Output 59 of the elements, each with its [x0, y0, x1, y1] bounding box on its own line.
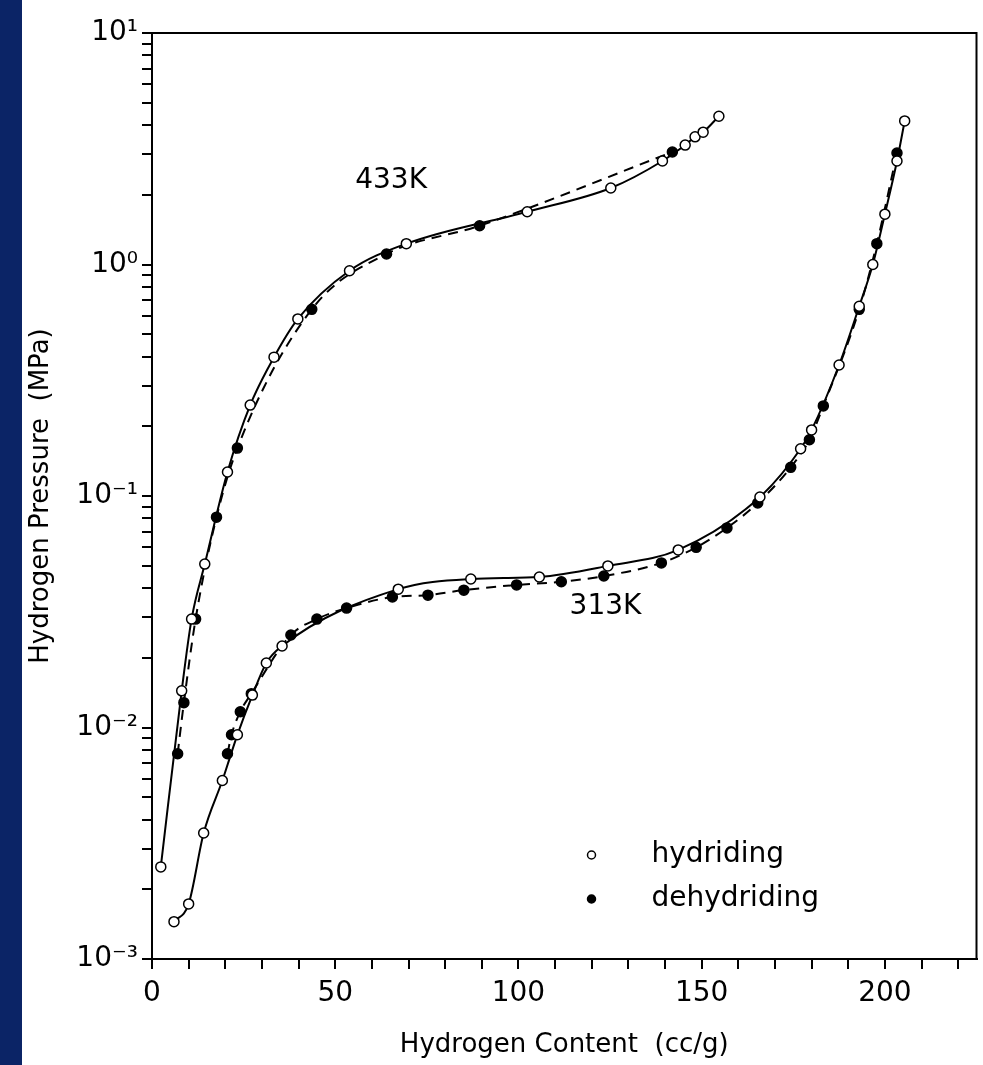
point [697, 126, 709, 138]
point [199, 558, 211, 570]
y-axis-title: Hydrogen Pressure (MPa) [24, 328, 55, 664]
x-tick-label: 50 [317, 975, 354, 1009]
point [292, 313, 304, 325]
point [234, 705, 247, 718]
point [679, 139, 691, 151]
point [754, 491, 766, 503]
point [898, 115, 911, 127]
y-tick-label: 10¹ [91, 14, 138, 48]
x-axis-title: Hydrogen Content (cc/g) [399, 1028, 729, 1059]
point [260, 657, 273, 669]
point [510, 579, 523, 591]
point [879, 208, 891, 220]
point [244, 399, 256, 411]
point [713, 110, 725, 122]
point [672, 544, 684, 556]
y-tick-label: 10⁻² [76, 708, 138, 742]
annotation: 433K [355, 162, 428, 196]
legend-label: dehydriding [651, 880, 819, 914]
point [833, 359, 845, 371]
point [605, 182, 617, 194]
point [276, 640, 288, 652]
point [168, 915, 180, 928]
x-tick-label: 0 [143, 975, 161, 1009]
point [155, 861, 167, 873]
point [805, 424, 818, 436]
point [392, 583, 404, 595]
x-tick-label: 200 [858, 975, 912, 1009]
point [197, 827, 210, 839]
x-tick-label: 100 [491, 975, 546, 1009]
point [386, 591, 399, 603]
x-tick-label: 150 [674, 975, 729, 1009]
legend-label: hydriding [651, 836, 784, 870]
point [794, 443, 807, 455]
point [343, 264, 356, 277]
point [602, 560, 614, 572]
y-tick-label: 10⁻¹ [76, 477, 138, 511]
point [268, 351, 280, 363]
point [521, 205, 533, 218]
point [465, 573, 477, 585]
point [533, 571, 546, 583]
point [221, 466, 234, 478]
y-tick-label: 10⁻³ [76, 940, 138, 974]
point [458, 584, 470, 596]
point [656, 155, 669, 167]
point [598, 570, 610, 582]
point [400, 237, 413, 250]
point [867, 258, 879, 271]
point [422, 589, 434, 601]
y-tick-label: 10⁰ [91, 245, 138, 279]
point [175, 685, 188, 697]
point [216, 774, 229, 787]
point [690, 541, 702, 554]
point [891, 155, 903, 167]
point [655, 557, 668, 569]
annotation: 313K [569, 588, 643, 622]
point [555, 576, 568, 588]
point [182, 898, 195, 910]
